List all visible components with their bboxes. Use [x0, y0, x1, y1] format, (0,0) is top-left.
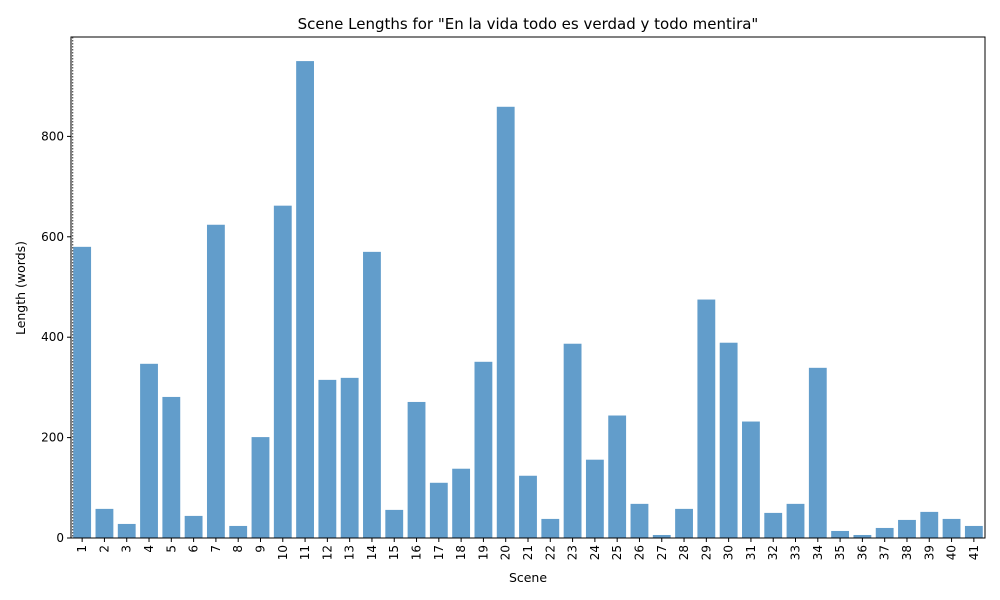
bar-scene-14: [363, 251, 381, 538]
bar-scene-20: [496, 106, 515, 538]
x-tick-label: 41: [967, 545, 981, 560]
x-tick-label: 40: [945, 545, 959, 560]
x-tick-label: 29: [699, 545, 713, 560]
x-tick-label: 25: [610, 545, 624, 560]
bar-scene-21: [519, 475, 537, 538]
x-tick-label: 33: [789, 545, 803, 560]
bar-scene-39: [920, 511, 939, 538]
x-tick-label: 3: [120, 545, 134, 553]
x-tick-label: 1: [75, 545, 89, 553]
x-tick-label: 16: [410, 545, 424, 560]
bar-scene-7: [206, 224, 225, 538]
x-tick-label: 24: [588, 545, 602, 560]
x-tick-label: 11: [298, 545, 312, 560]
x-tick-label: 22: [543, 545, 557, 560]
x-tick-label: 21: [521, 545, 535, 560]
x-tick-label: 36: [855, 545, 869, 560]
bar-scene-27: [652, 534, 671, 538]
x-tick-label: 6: [187, 545, 201, 553]
bar-scene-33: [786, 503, 805, 538]
x-tick-label: 7: [209, 545, 223, 553]
bar-scene-41: [964, 525, 983, 538]
y-tick-label: 400: [41, 330, 64, 344]
bar-scene-28: [675, 508, 693, 538]
bar-scene-4: [140, 363, 158, 538]
x-tick-label: 38: [900, 545, 914, 560]
x-tick-label: 8: [231, 545, 245, 553]
bar-scene-8: [229, 525, 248, 538]
x-axis-label: Scene: [509, 570, 547, 585]
x-tick-label: 19: [476, 545, 490, 560]
bar-scene-16: [407, 401, 426, 538]
y-axis-label: Length (words): [13, 241, 28, 335]
x-tick-label: 12: [320, 545, 334, 560]
x-tick-label: 13: [343, 545, 357, 560]
y-tick-label: 600: [41, 230, 64, 244]
bar-scene-3: [117, 523, 136, 538]
x-tick-label: 32: [766, 545, 780, 560]
bar-scene-23: [563, 343, 582, 538]
bar-scene-5: [162, 396, 181, 538]
bar-scene-40: [942, 518, 961, 538]
bar-scene-10: [273, 205, 292, 538]
x-tick-label: 17: [432, 545, 446, 560]
bar-scene-17: [429, 482, 448, 538]
bar-scene-36: [853, 534, 872, 538]
x-tick-label: 18: [454, 545, 468, 560]
x-tick-label: 31: [744, 545, 758, 560]
x-tick-label: 34: [811, 545, 825, 560]
x-tick-label: 15: [387, 545, 401, 560]
bar-scene-30: [719, 342, 738, 538]
x-tick-label: 20: [499, 545, 513, 560]
bar-scene-13: [340, 377, 359, 538]
bars: [73, 61, 983, 538]
bar-scene-2: [95, 508, 114, 538]
x-tick-label: 37: [878, 545, 892, 560]
bar-scene-24: [585, 459, 604, 538]
bar-scene-26: [630, 503, 649, 538]
bar-scene-12: [318, 379, 337, 538]
bar-scene-11: [296, 61, 314, 538]
bar-scene-19: [474, 361, 493, 538]
x-tick-label: 5: [164, 545, 178, 553]
bar-scene-32: [764, 512, 783, 538]
bar-scene-38: [898, 519, 916, 538]
x-tick-label: 10: [276, 545, 290, 560]
x-tick-label: 27: [655, 545, 669, 560]
bar-scene-35: [831, 530, 850, 538]
bar-scene-29: [697, 299, 716, 538]
x-tick-label: 26: [632, 545, 646, 560]
bar-scene-15: [385, 509, 404, 538]
x-tick-label: 39: [922, 545, 936, 560]
x-tick-label: 30: [722, 545, 736, 560]
x-tick-label: 14: [365, 545, 379, 560]
y-tick-label: 200: [41, 431, 64, 445]
y-tick-label: 0: [56, 531, 64, 545]
bar-scene-22: [541, 518, 560, 538]
x-tick-label: 23: [566, 545, 580, 560]
bar-scene-25: [608, 415, 627, 538]
bar-scene-1: [73, 246, 92, 538]
y-tick-label: 800: [41, 129, 64, 143]
bar-scene-37: [875, 527, 894, 538]
x-tick-label: 9: [253, 545, 267, 553]
x-axis: 1 2 3 4 5 6 7 8 9 10 11 12 13 14 15 16 17 18 19 20 21 22 23 24 2…: [75, 538, 981, 560]
x-tick-label: 35: [833, 545, 847, 560]
bar-scene-6: [184, 515, 203, 538]
x-tick-label: 2: [97, 545, 111, 553]
bar-scene-18: [452, 468, 471, 538]
x-tick-label: 4: [142, 545, 156, 553]
y-axis: 0 200 400 600 800: [41, 129, 71, 545]
bar-scene-31: [742, 421, 760, 538]
x-tick-label: 28: [677, 545, 691, 560]
bar-scene-9: [251, 437, 270, 538]
bar-scene-34: [808, 367, 827, 538]
chart-title: Scene Lengths for "En la vida todo es ve…: [298, 15, 759, 33]
